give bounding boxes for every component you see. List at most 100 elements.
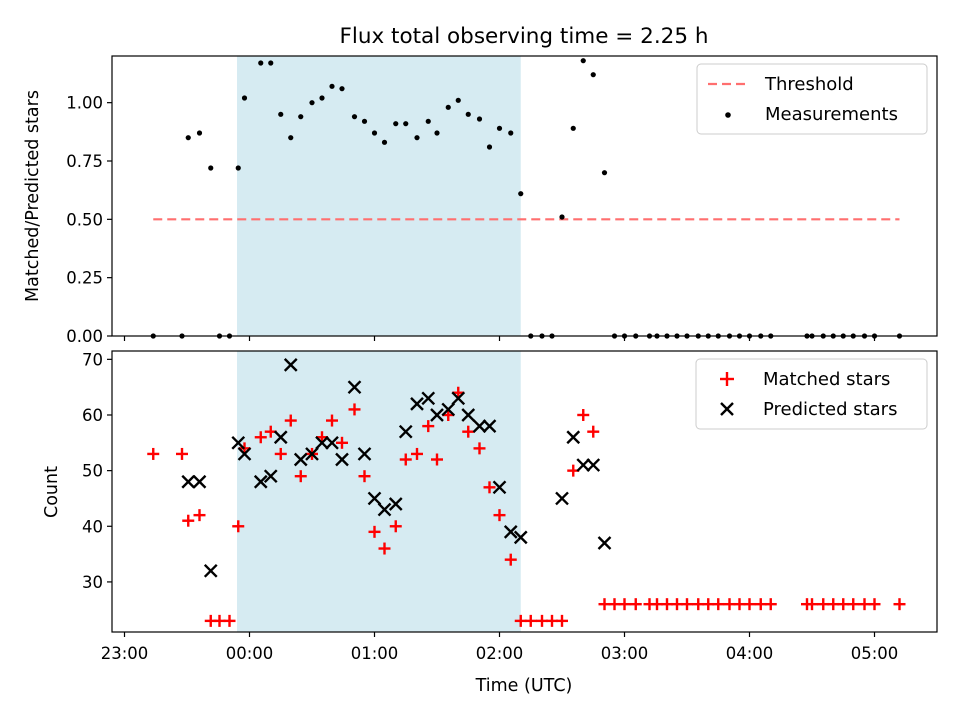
y-tick-label: 0.50 (66, 210, 103, 229)
matched-star-point (868, 598, 881, 611)
predicted-star-point (472, 419, 487, 433)
matched-star-point (629, 598, 642, 611)
measurement-point (425, 118, 431, 124)
predicted-star-point (451, 391, 466, 406)
matched-star-point (806, 598, 818, 611)
y-tick-label: 40 (82, 517, 103, 536)
matched-star-point (473, 442, 486, 455)
top-x-axis-ticks (123, 336, 876, 341)
predicted-star-point (283, 358, 298, 372)
matched-star-point (284, 414, 297, 427)
predicted-star-point (325, 435, 339, 450)
x-tick-label: 01:00 (351, 644, 399, 663)
matched-star-point (524, 614, 537, 627)
top-legend: Threshold Measurements (696, 63, 928, 135)
matched-star-point (274, 447, 287, 460)
predicted-star-point (335, 452, 349, 467)
matched-star-point (223, 614, 236, 627)
legend-measurements-label: Measurements (765, 104, 898, 125)
y-tick-label: 0.00 (66, 327, 103, 346)
measurement-point (351, 114, 358, 120)
legend-measurements-swatch (725, 112, 731, 118)
matched-star-point (411, 447, 423, 460)
predicted-star-point (398, 424, 413, 439)
predicted-star-point (492, 480, 507, 495)
measurement-point (208, 165, 214, 171)
predicted-star-point (237, 447, 252, 461)
measurement-point (381, 139, 388, 145)
bottom-legend: Matched stars Predicted stars (695, 358, 928, 430)
matched-star-point (294, 470, 307, 483)
bottom-axes-frame (111, 350, 938, 633)
legend-predicted-swatch (720, 402, 734, 416)
legend-threshold-label: Threshold (764, 74, 854, 95)
y-tick-label: 1.00 (66, 94, 103, 113)
matched-star-point (254, 431, 267, 444)
measurement-point (559, 214, 565, 220)
measurement-point (185, 135, 191, 141)
top-legend-box (696, 63, 928, 135)
y-tick-label: 50 (82, 462, 103, 481)
legend-matched-label: Matched stars (763, 369, 890, 390)
predicted-star-point (410, 397, 424, 411)
predicted-star-point (461, 408, 476, 422)
measurement-point (319, 95, 325, 101)
measurement-point (268, 60, 274, 66)
matched-star-point (893, 598, 906, 611)
measurement-point (278, 111, 284, 117)
measurement-point (258, 60, 264, 66)
predicted-star-point (482, 419, 497, 433)
matched-star-point (587, 425, 600, 438)
measurement-point (288, 135, 294, 141)
measurement-point (486, 144, 493, 150)
predicted-star-point (293, 452, 308, 467)
predicted-star-point (586, 458, 601, 472)
predicted-star-point (513, 530, 528, 545)
bottom-panel-counts: 30 40 50 60 70 23:00 00:00 01:00 02:00 03:00 04:0… (42, 350, 938, 696)
predicted-stars-series (181, 358, 612, 578)
bottom-legend-box (695, 358, 928, 430)
measurement-point (403, 121, 409, 127)
measurement-point (235, 165, 241, 171)
predicted-star-point (555, 491, 569, 506)
matched-star-point (483, 481, 496, 494)
measurement-point (580, 58, 586, 64)
x-axis-label: Time (UTC) (475, 676, 573, 696)
matched-star-point (182, 514, 195, 527)
matched-star-point (389, 520, 402, 533)
matched-star-point (764, 598, 777, 611)
measurement-point (476, 116, 483, 122)
matched-star-point (504, 553, 517, 566)
predicted-star-point (357, 447, 372, 461)
measurement-point (518, 191, 524, 197)
y-tick-label: 70 (82, 350, 103, 369)
predicted-star-point (576, 458, 591, 472)
y-tick-label: 0.25 (66, 269, 103, 288)
y-tick-label: 0.75 (66, 152, 103, 171)
measurement-point (496, 125, 503, 131)
top-shaded-interval (237, 56, 521, 336)
top-axes-frame (111, 55, 938, 337)
x-tick-label: 04:00 (726, 644, 774, 663)
top-panel-ratio: 0.00 0.25 0.50 0.75 1.00 Matched/Predicted s… (23, 55, 938, 346)
matched-star-point (577, 408, 590, 421)
bottom-x-axis-ticks: 23:00 00:00 01:00 02:00 03:00 04:00 05:00 (101, 632, 898, 663)
matched-star-point (399, 453, 412, 466)
matched-stars-series (147, 386, 906, 627)
measurement-point (465, 111, 471, 117)
x-tick-label: 03:00 (601, 644, 649, 663)
predicted-star-point (305, 447, 319, 461)
measurement-point (508, 130, 514, 136)
predicted-star-point (430, 408, 444, 422)
matched-star-point (336, 436, 348, 449)
matched-star-point (348, 403, 361, 416)
measurement-point (445, 104, 451, 110)
predicted-star-point (503, 524, 518, 539)
measurement-point (196, 130, 203, 136)
matched-star-point (422, 420, 435, 433)
legend-predicted-label: Predicted stars (763, 399, 897, 420)
matched-star-point (556, 614, 568, 627)
predicted-star-point (421, 391, 436, 406)
matched-star-point (431, 453, 443, 466)
